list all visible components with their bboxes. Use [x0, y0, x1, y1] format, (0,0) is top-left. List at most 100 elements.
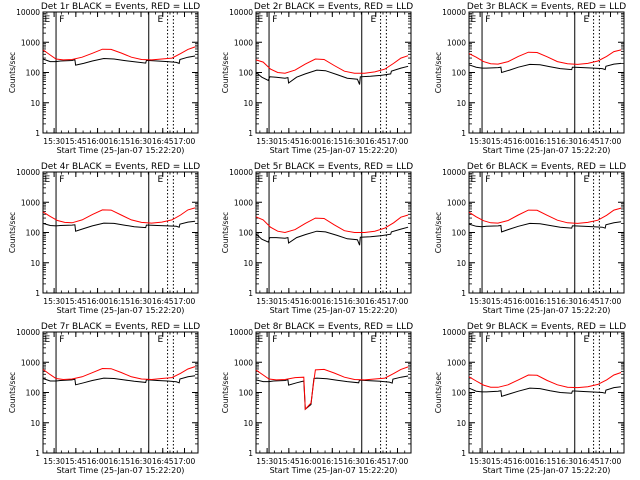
x-tick-label: 15:45 [491, 137, 513, 146]
y-tick-label: 1 [461, 289, 466, 298]
x-tick-label: 16:30 [130, 137, 152, 146]
x-tick-label: 15:30 [256, 297, 278, 306]
x-tick-label: 16:15 [534, 457, 556, 466]
x-tick-label: 16:30 [343, 297, 365, 306]
panel-title: Det 1r BLACK = Events, RED = LLD [41, 2, 200, 12]
x-tick-label: 17:00 [600, 137, 622, 146]
detector-panel-4: Det 4r BLACK = Events, RED = LLD 1 10 100 10… [8, 162, 200, 315]
y-tick-label: 1000 [447, 38, 466, 47]
y-tick-label: 10 [243, 259, 253, 268]
x-tick-label: 17:00 [600, 297, 622, 306]
segment-marker-label: F [59, 175, 64, 185]
panel-title: Det 7r BLACK = Events, RED = LLD [41, 322, 200, 332]
x-tick-label: 16:00 [87, 137, 109, 146]
lld-series-line [468, 207, 622, 224]
y-tick-label: 10000 [442, 8, 466, 17]
y-tick-label: 100 [239, 69, 254, 78]
lld-series-line [42, 46, 196, 61]
x-tick-label: 16:15 [321, 297, 343, 306]
x-tick-label: 15:30 [469, 137, 491, 146]
y-tick-label: 1 [248, 289, 253, 298]
x-tick-label: 16:30 [556, 457, 578, 466]
y-tick-label: 1000 [21, 38, 40, 47]
y-axis-label: Counts/sec [8, 52, 17, 93]
x-tick-label: 16:15 [321, 457, 343, 466]
segment-marker-label: F [59, 335, 64, 345]
y-axis-label: Counts/sec [221, 52, 230, 93]
segment-marker-label: E [471, 15, 477, 25]
lld-series-line [255, 214, 409, 234]
x-tick-label: 15:30 [43, 297, 65, 306]
events-series-line [42, 55, 196, 66]
x-tick-label: 16:15 [534, 297, 556, 306]
segment-marker-label: E [157, 335, 163, 345]
segment-marker-label: F [272, 15, 277, 25]
y-tick-label: 10000 [229, 328, 253, 337]
x-axis-label: Start Time (25-Jan-07 15:22:20) [270, 306, 398, 315]
x-axis-label: Start Time (25-Jan-07 15:22:20) [270, 466, 398, 475]
y-axis-label: Counts/sec [221, 212, 230, 253]
x-tick-label: 16:45 [365, 457, 387, 466]
y-tick-label: 1000 [447, 198, 466, 207]
y-tick-label: 10000 [16, 8, 40, 17]
segment-marker-label: E [45, 175, 51, 185]
detector-panel-7: Det 7r BLACK = Events, RED = LLD 1 10 100 10… [8, 322, 200, 475]
x-tick-label: 17:00 [600, 457, 622, 466]
segment-marker-label: E [258, 335, 264, 345]
segment-marker-label: E [583, 15, 589, 25]
x-tick-label: 16:45 [152, 137, 174, 146]
panel-title: Det 8r BLACK = Events, RED = LLD [254, 322, 413, 332]
segment-marker-label: F [485, 15, 490, 25]
y-axis-label: Counts/sec [434, 52, 443, 93]
y-tick-label: 100 [26, 229, 41, 238]
segment-marker-label: E [583, 175, 589, 185]
lld-series-line [255, 55, 409, 74]
y-tick-label: 10 [243, 99, 253, 108]
segment-marker-label: E [45, 335, 51, 345]
segment-marker-label: E [370, 335, 376, 345]
x-tick-label: 16:00 [300, 297, 322, 306]
y-tick-label: 1000 [234, 358, 253, 367]
segment-marker-label: E [45, 15, 51, 25]
x-axis-label: Start Time (25-Jan-07 15:22:20) [483, 306, 611, 315]
x-tick-label: 15:45 [491, 297, 513, 306]
y-tick-label: 10000 [229, 8, 253, 17]
events-series-line [468, 221, 622, 233]
x-tick-label: 16:15 [534, 137, 556, 146]
x-tick-label: 16:00 [300, 137, 322, 146]
x-tick-label: 16:00 [87, 457, 109, 466]
y-tick-label: 1 [35, 129, 40, 138]
events-series-line [468, 386, 622, 397]
y-tick-label: 1 [461, 129, 466, 138]
x-tick-label: 16:30 [130, 297, 152, 306]
x-tick-label: 15:45 [65, 137, 87, 146]
segment-marker-label: E [258, 15, 264, 25]
plot-frame [42, 171, 199, 294]
panel-title: Det 3r BLACK = Events, RED = LLD [467, 2, 626, 12]
x-tick-label: 16:00 [300, 457, 322, 466]
x-tick-label: 17:00 [387, 297, 409, 306]
x-tick-label: 15:45 [491, 457, 513, 466]
panel-title: Det 2r BLACK = Events, RED = LLD [254, 2, 413, 12]
x-tick-label: 17:00 [387, 137, 409, 146]
segment-marker-label: E [583, 335, 589, 345]
y-axis-label: Counts/sec [434, 212, 443, 253]
x-tick-label: 15:30 [469, 457, 491, 466]
x-tick-label: 16:15 [108, 137, 130, 146]
y-tick-label: 10 [456, 259, 466, 268]
segment-marker-label: E [370, 15, 376, 25]
detector-panel-8: Det 8r BLACK = Events, RED = LLD 1 10 100 10… [221, 322, 413, 475]
plot-frame [255, 171, 412, 294]
x-axis-label: Start Time (25-Jan-07 15:22:20) [483, 466, 611, 475]
y-axis-label: Counts/sec [434, 372, 443, 413]
x-tick-label: 15:45 [65, 457, 87, 466]
x-tick-label: 16:15 [108, 457, 130, 466]
x-axis-label: Start Time (25-Jan-07 15:22:20) [270, 146, 398, 155]
y-tick-label: 10 [30, 419, 40, 428]
panel-title: Det 4r BLACK = Events, RED = LLD [41, 162, 200, 172]
segment-marker-label: E [157, 175, 163, 185]
segment-marker-label: E [370, 175, 376, 185]
lld-series-line [255, 366, 409, 411]
x-tick-label: 16:00 [87, 297, 109, 306]
